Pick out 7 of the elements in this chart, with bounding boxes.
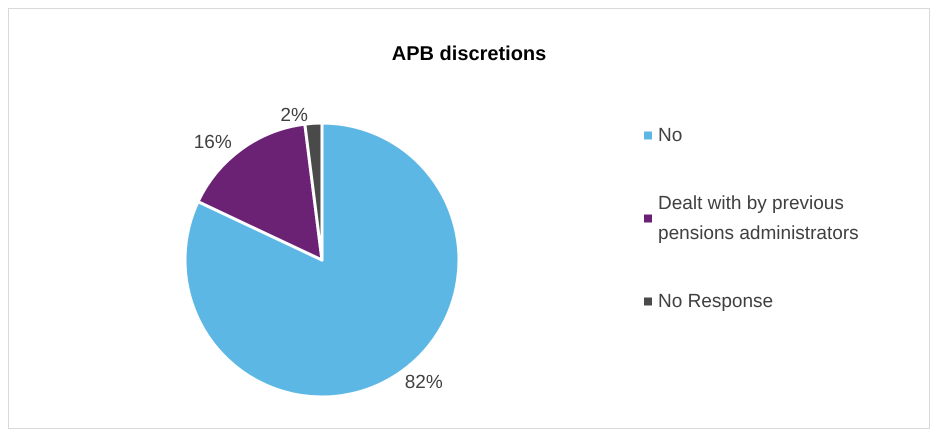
chart-title: APB discretions <box>392 43 546 65</box>
legend-label: Dealt with by previous pensions administrators <box>658 193 859 244</box>
data-label: 16% <box>194 132 232 154</box>
data-label: 2% <box>280 104 308 126</box>
legend-label: No <box>658 125 682 146</box>
data-label: 82% <box>404 372 443 393</box>
legend-label: No Response <box>658 291 774 312</box>
